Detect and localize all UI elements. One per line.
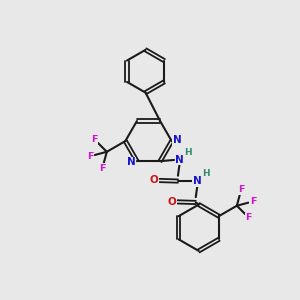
Text: F: F (87, 152, 93, 161)
Text: N: N (127, 157, 136, 167)
Text: F: F (99, 164, 106, 173)
Text: F: F (245, 213, 252, 222)
Text: N: N (173, 135, 182, 145)
Text: H: H (202, 169, 209, 178)
Text: N: N (175, 155, 184, 165)
Text: N: N (193, 176, 202, 186)
Text: F: F (250, 197, 256, 206)
Text: O: O (150, 176, 158, 185)
Text: O: O (168, 197, 176, 207)
Text: F: F (238, 185, 244, 194)
Text: H: H (184, 148, 192, 157)
Text: F: F (92, 135, 98, 144)
